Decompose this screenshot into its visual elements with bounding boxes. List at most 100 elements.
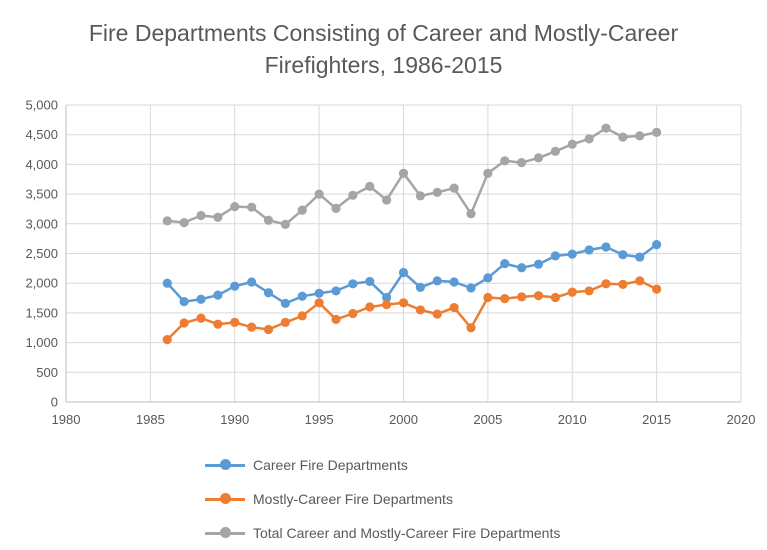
legend-swatch-mostly-career: [205, 493, 245, 505]
y-tick-label: 3,000: [25, 216, 58, 231]
y-tick-label: 500: [36, 365, 58, 380]
data-point: [348, 308, 358, 319]
data-point: [466, 209, 476, 219]
data-point: [179, 218, 189, 228]
legend-marker-career: [220, 459, 231, 470]
legend-swatch-total: [205, 527, 245, 539]
legend-label-mostly-career: Mostly-Career Fire Departments: [253, 491, 453, 507]
data-point: [584, 134, 594, 144]
data-point: [331, 203, 341, 213]
data-point: [314, 288, 324, 298]
x-tick-label: 2010: [558, 412, 587, 427]
legend-swatch-career: [205, 459, 245, 471]
legend-item-total: Total Career and Mostly-Career Fire Depa…: [205, 516, 560, 550]
data-point: [618, 132, 628, 142]
y-tick-label: 4,000: [25, 157, 58, 172]
data-point: [533, 153, 544, 163]
data-point: [196, 210, 206, 221]
data-point: [213, 290, 223, 300]
data-point: [567, 139, 577, 149]
data-point: [533, 291, 544, 301]
x-tick-label: 2000: [389, 412, 418, 427]
data-point: [263, 215, 274, 225]
data-point: [365, 302, 375, 312]
x-tick-label: 1995: [305, 412, 334, 427]
legend: Career Fire Departments Mostly-Career Fi…: [205, 448, 560, 550]
data-point: [635, 131, 645, 141]
data-point: [179, 318, 189, 328]
y-tick-label: 2,500: [25, 246, 58, 261]
data-point: [162, 278, 172, 288]
data-point: [415, 305, 425, 315]
data-point: [483, 292, 493, 303]
data-point: [550, 146, 560, 156]
data-point: [601, 242, 611, 252]
data-point: [297, 205, 307, 215]
data-point: [635, 252, 645, 262]
data-point: [483, 273, 493, 283]
data-point: [567, 249, 577, 259]
data-point: [618, 279, 628, 289]
chart-title-line-2: Firefighters, 1986-2015: [264, 52, 503, 78]
data-point: [601, 279, 611, 289]
data-point: [432, 276, 442, 286]
data-point: [263, 288, 274, 298]
data-point: [517, 158, 527, 168]
data-point: [550, 292, 560, 303]
chart-title-line-1: Fire Departments Consisting of Career an…: [88, 20, 679, 46]
data-point: [230, 281, 240, 291]
data-point: [331, 314, 341, 325]
data-point: [415, 282, 425, 292]
axes: 0 500 1,000 1,500 2,000 2,500 3,000 3,500 4,000 4…: [25, 98, 755, 428]
data-point: [365, 181, 375, 191]
legend-label-career: Career Fire Departments: [253, 457, 408, 473]
data-point: [449, 277, 459, 287]
data-point: [247, 277, 257, 287]
data-point: [230, 201, 240, 212]
data-point: [517, 263, 527, 273]
x-tick-label: 2005: [473, 412, 502, 427]
data-point: [398, 267, 409, 278]
x-tick-label: 1990: [220, 412, 249, 427]
data-point: [213, 212, 223, 222]
data-point: [297, 311, 307, 321]
data-point: [415, 191, 425, 201]
gridlines: [66, 104, 742, 402]
data-point: [263, 324, 274, 335]
data-point: [382, 299, 392, 310]
data-point: [314, 189, 324, 199]
series-line-2: [167, 126, 657, 226]
data-point: [213, 319, 223, 329]
data-point: [517, 292, 527, 302]
data-point: [365, 276, 375, 287]
data-point: [500, 156, 510, 166]
y-tick-label: 2,000: [25, 276, 58, 291]
data-point: [635, 276, 645, 286]
y-tick-label: 4,500: [25, 127, 58, 142]
data-point: [466, 283, 476, 293]
legend-marker-mostly-career: [220, 493, 231, 504]
data-point: [382, 195, 392, 205]
legend-label-total: Total Career and Mostly-Career Fire Depa…: [253, 525, 561, 541]
legend-marker-total: [220, 527, 231, 538]
data-point: [601, 123, 611, 133]
data-point: [652, 127, 662, 137]
data-point: [196, 294, 206, 304]
data-point: [533, 259, 544, 269]
data-point: [230, 317, 240, 328]
data-point: [449, 183, 459, 193]
data-point: [247, 202, 257, 212]
data-point: [280, 219, 290, 229]
data-point: [432, 309, 442, 319]
y-tick-label: 5,000: [25, 98, 58, 113]
data-point: [500, 258, 510, 269]
y-tick-label: 1,000: [25, 335, 58, 350]
data-point: [584, 245, 594, 255]
data-point: [297, 291, 307, 301]
data-point: [280, 317, 290, 328]
data-point: [584, 286, 594, 296]
data-point: [652, 239, 662, 250]
data-point: [382, 292, 392, 303]
x-tick-label: 1980: [52, 412, 81, 427]
